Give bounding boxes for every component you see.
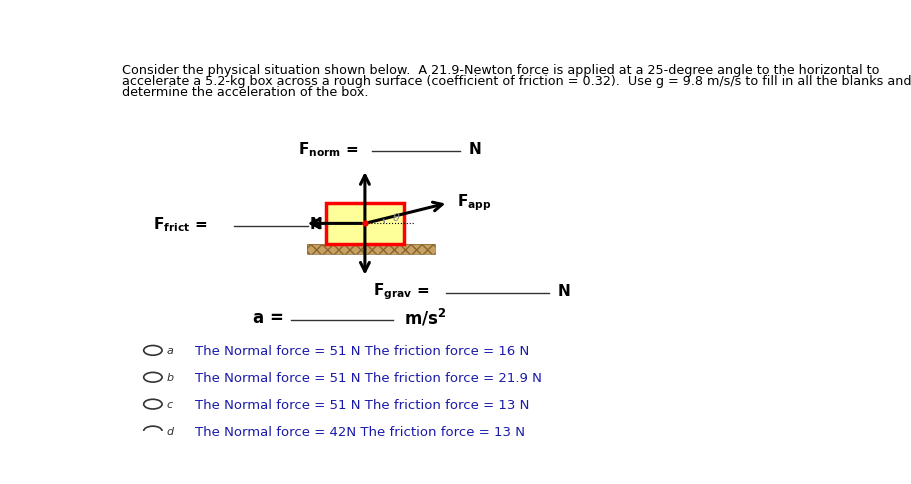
Text: $\theta$: $\theta$ xyxy=(392,210,400,222)
Text: $\mathbf{F}_{\mathbf{app}}$: $\mathbf{F}_{\mathbf{app}}$ xyxy=(456,192,491,212)
Text: determine the acceleration of the box.: determine the acceleration of the box. xyxy=(122,86,369,99)
Text: N: N xyxy=(557,284,569,299)
Text: $\mathbf{m/s^2}$: $\mathbf{m/s^2}$ xyxy=(404,306,445,328)
Text: d: d xyxy=(166,426,173,436)
Text: N: N xyxy=(310,216,322,231)
Text: $\mathbf{F}_{\mathbf{grav}}$ =: $\mathbf{F}_{\mathbf{grav}}$ = xyxy=(373,281,429,301)
Text: c: c xyxy=(166,399,172,409)
Text: N: N xyxy=(468,142,481,157)
Text: $\mathbf{a}$ =: $\mathbf{a}$ = xyxy=(251,308,282,326)
Text: a: a xyxy=(166,346,173,356)
Text: The Normal force = 51 N The friction force = 13 N: The Normal force = 51 N The friction for… xyxy=(195,398,529,411)
Text: Consider the physical situation shown below.  A 21.9-Newton force is applied at : Consider the physical situation shown be… xyxy=(122,64,879,76)
Text: The Normal force = 51 N The friction force = 21.9 N: The Normal force = 51 N The friction for… xyxy=(195,371,541,384)
Bar xyxy=(306,244,435,255)
Text: b: b xyxy=(166,373,173,382)
Text: accelerate a 5.2-kg box across a rough surface (coefficient of friction = 0.32).: accelerate a 5.2-kg box across a rough s… xyxy=(122,75,911,88)
Text: The Normal force = 51 N The friction force = 16 N: The Normal force = 51 N The friction for… xyxy=(195,344,529,357)
Text: $\mathbf{F}_{\mathbf{frict}}$ =: $\mathbf{F}_{\mathbf{frict}}$ = xyxy=(153,214,207,233)
Bar xyxy=(306,244,435,255)
Text: The Normal force = 42N The friction force = 13 N: The Normal force = 42N The friction forc… xyxy=(195,424,525,438)
Bar xyxy=(326,203,404,244)
Text: $\mathbf{F}_{\mathbf{norm}}$ =: $\mathbf{F}_{\mathbf{norm}}$ = xyxy=(297,140,358,159)
